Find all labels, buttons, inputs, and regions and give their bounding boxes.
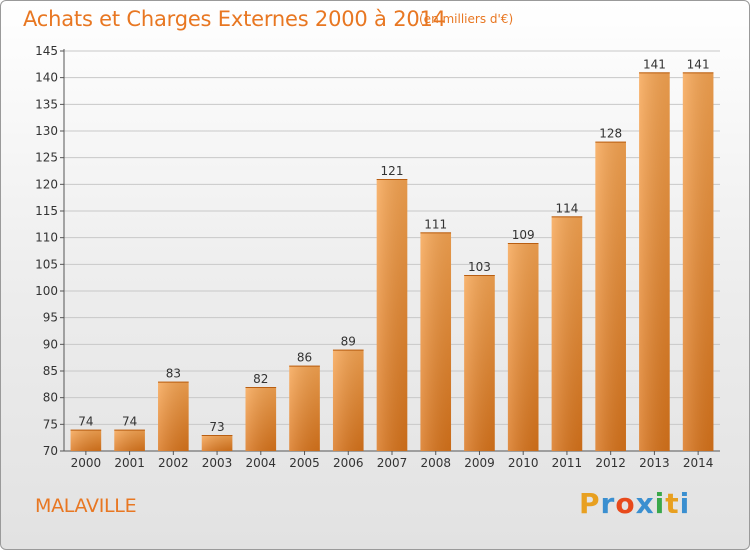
data-labels: 74 74 83 73 82 86 89 121 111 103 109 114 128 141 141: [78, 57, 709, 434]
data-label: 109: [512, 228, 535, 242]
x-tick-label: 2001: [114, 456, 145, 470]
x-tick-label: 2014: [683, 456, 714, 470]
y-tick-label: 70: [43, 444, 58, 458]
y-tick-label: 90: [43, 337, 58, 351]
y-tick-label: 75: [43, 417, 58, 431]
data-label: 114: [555, 201, 578, 215]
logo-letter: o: [615, 487, 636, 520]
commune-name: MALAVILLE: [35, 495, 137, 517]
data-label: 111: [424, 217, 447, 231]
logo-letter: i: [679, 487, 691, 520]
data-label: 86: [297, 351, 312, 365]
proxiti-logo: Proxiti: [579, 487, 690, 520]
bar-shade-2000: [70, 429, 102, 451]
bar-shade-2011: [551, 216, 583, 451]
bar-shade-2009: [464, 275, 495, 451]
x-tick-label: 2004: [246, 456, 277, 470]
bar-shade-2007: [376, 179, 408, 451]
x-tick-label: 2007: [377, 456, 408, 470]
y-tick-label: 135: [35, 97, 58, 111]
y-tick-label: 105: [35, 257, 58, 271]
x-tick-label: 2002: [158, 456, 189, 470]
bars: [70, 72, 714, 451]
data-label: 89: [341, 335, 356, 349]
chart-unit: (en milliers d'€): [419, 12, 514, 26]
data-label: 74: [122, 415, 137, 429]
logo-letter: i: [654, 487, 666, 520]
y-tick-label: 140: [35, 71, 58, 85]
data-label: 141: [687, 57, 710, 71]
x-tick-label: 2000: [71, 456, 102, 470]
x-tick-label: 2010: [508, 456, 539, 470]
chart-title: Achats et Charges Externes 2000 à 2014: [23, 7, 446, 31]
x-tick-label: 2011: [552, 456, 583, 470]
y-tick-label: 110: [35, 231, 58, 245]
logo-letter: x: [635, 487, 655, 520]
bar-shade-2001: [114, 429, 145, 451]
x-tick-label: 2009: [464, 456, 495, 470]
y-tick-label: 85: [43, 364, 58, 378]
bar-shade-2005: [289, 365, 320, 451]
x-tick-label: 2006: [333, 456, 364, 470]
bar-shade-2006: [332, 349, 364, 451]
y-tick-label: 80: [43, 391, 58, 405]
bar-shade-2014: [682, 72, 714, 451]
data-label: 121: [381, 164, 404, 178]
y-tick-label: 145: [35, 44, 58, 58]
y-tick-label: 95: [43, 311, 58, 325]
x-tick-label: 2003: [202, 456, 233, 470]
x-tick-label: 2012: [595, 456, 626, 470]
data-label: 74: [78, 415, 93, 429]
logo-letter: t: [665, 487, 680, 520]
y-tick-label: 120: [35, 177, 58, 191]
bar-shade-2004: [245, 387, 277, 451]
x-tick-label: 2008: [420, 456, 451, 470]
logo-letter: P: [579, 487, 601, 520]
data-label: 141: [643, 57, 666, 71]
y-tick-label: 100: [35, 284, 58, 298]
bar-shade-2010: [507, 243, 539, 451]
data-label: 82: [253, 372, 268, 386]
y-tick-label: 130: [35, 124, 58, 138]
y-tick-label: 125: [35, 151, 58, 165]
data-label: 128: [599, 127, 622, 141]
data-label: 73: [209, 420, 224, 434]
axes: 70 75 80 85 90 95 100 105 110 115 120 125 130 135 140 1…: [35, 44, 720, 470]
bar-shade-2002: [158, 381, 189, 451]
bar-shade-2012: [595, 141, 626, 451]
data-label: 103: [468, 260, 491, 274]
y-tick-label: 115: [35, 204, 58, 218]
data-label: 83: [166, 367, 181, 381]
bar-shade-2008: [420, 232, 452, 451]
x-tick-label: 2005: [289, 456, 320, 470]
x-tick-label: 2013: [639, 456, 670, 470]
logo-letter: r: [600, 487, 616, 520]
bar-shade-2003: [201, 435, 233, 451]
bar-shade-2013: [639, 72, 670, 451]
